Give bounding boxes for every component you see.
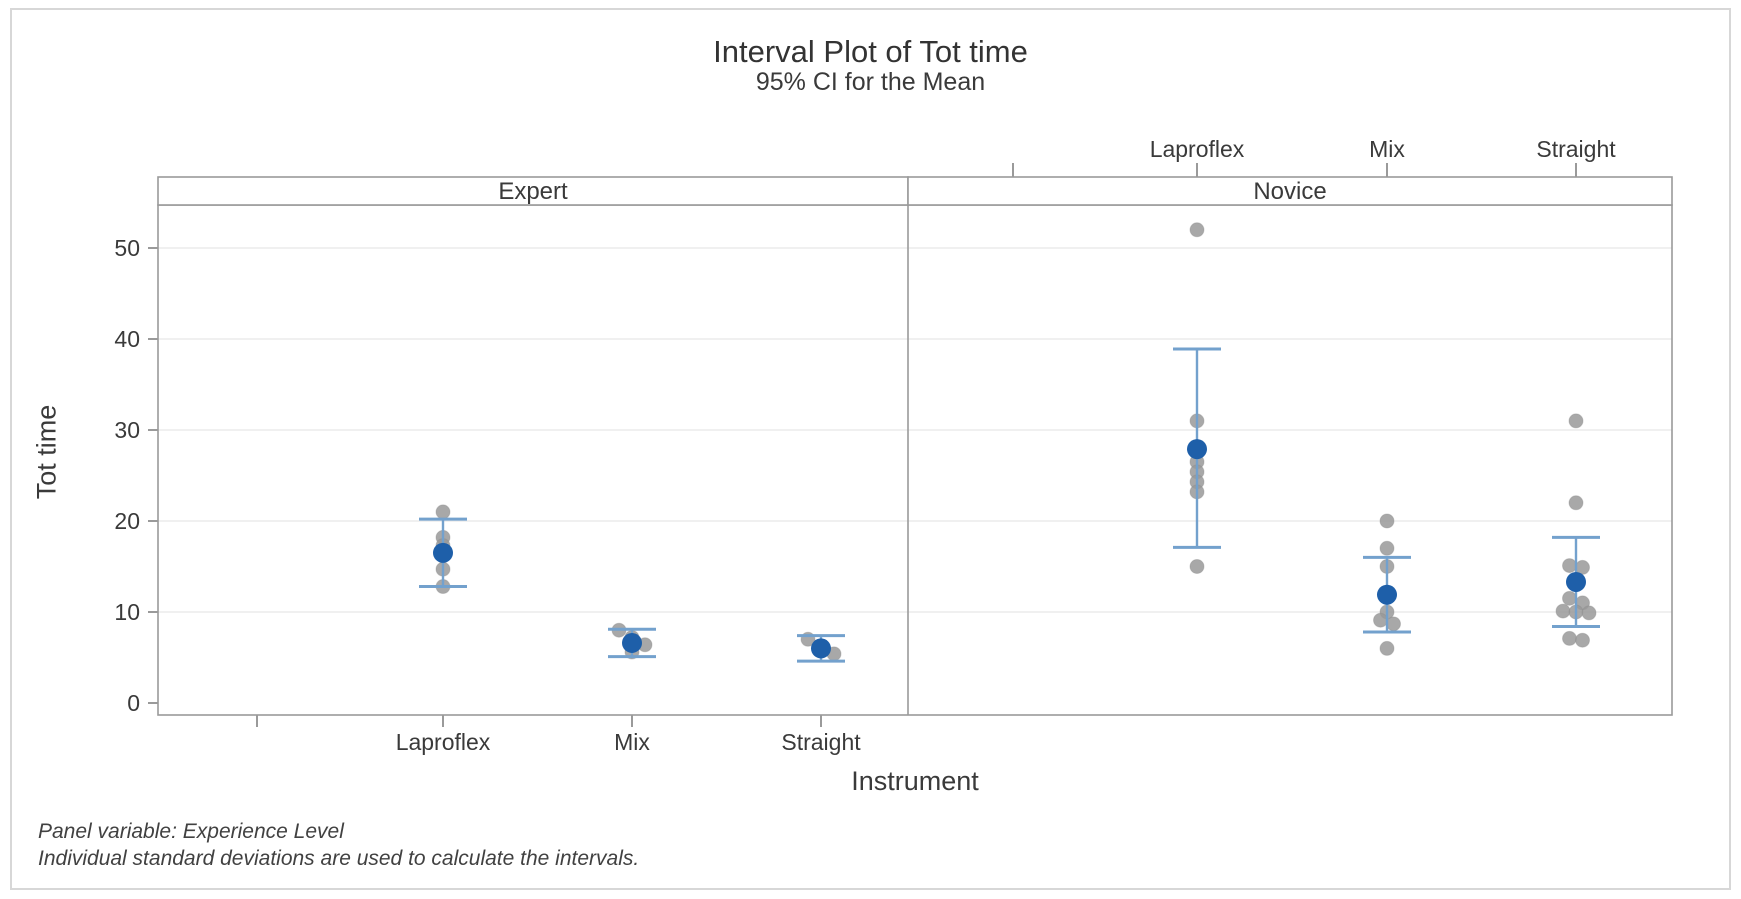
y-tick-label: 0 [127,690,140,716]
data-point [1562,590,1577,606]
figure-border [10,8,1731,890]
y-tick-label: 50 [114,235,140,261]
data-point [435,504,451,520]
data-point [1568,413,1584,429]
data-point [1568,495,1584,511]
data-point [1555,603,1571,619]
data-point [1379,540,1395,556]
footnote-panel-variable: Panel variable: Experience Level [38,820,344,843]
x-category-label-top: Mix [1369,136,1405,162]
panel-label-expert: Expert [498,178,568,205]
x-category-label-bottom: Laproflex [396,729,491,755]
mean-point [1377,584,1397,605]
data-point [1386,616,1401,632]
y-tick-label: 10 [114,599,140,625]
panel-header-expert [157,176,909,206]
y-tick-label: 40 [114,326,140,352]
chart-subtitle: 95% CI for the Mean [755,68,986,96]
data-point [1379,640,1395,656]
data-point [1562,558,1577,574]
data-point [1373,612,1388,628]
footnote-stddev-note: Individual standard deviations are used … [38,847,640,870]
data-point [1379,513,1395,529]
x-category-label-bottom: Straight [781,729,861,755]
y-tick-label: 30 [114,417,140,443]
panel-header-novice [907,176,1673,206]
x-category-label-top: Laproflex [1150,136,1245,162]
mean-point [622,632,642,653]
panel-label-novice: Novice [1253,178,1326,205]
data-point [1562,630,1577,646]
mean-point [811,638,831,659]
chart-title: Interval Plot of Tot time [713,34,1028,69]
mean-point [1187,439,1207,460]
data-point [1189,559,1205,574]
mean-point [1566,571,1586,592]
plot-area-border [157,204,1673,716]
y-tick-label: 20 [114,508,140,534]
x-category-label-top: Straight [1536,136,1616,162]
mean-point [433,542,453,563]
x-axis-title: Instrument [851,766,979,796]
data-point [1189,222,1205,238]
x-category-label-bottom: Mix [614,729,650,755]
data-point [1581,605,1597,621]
data-point [1575,632,1590,648]
